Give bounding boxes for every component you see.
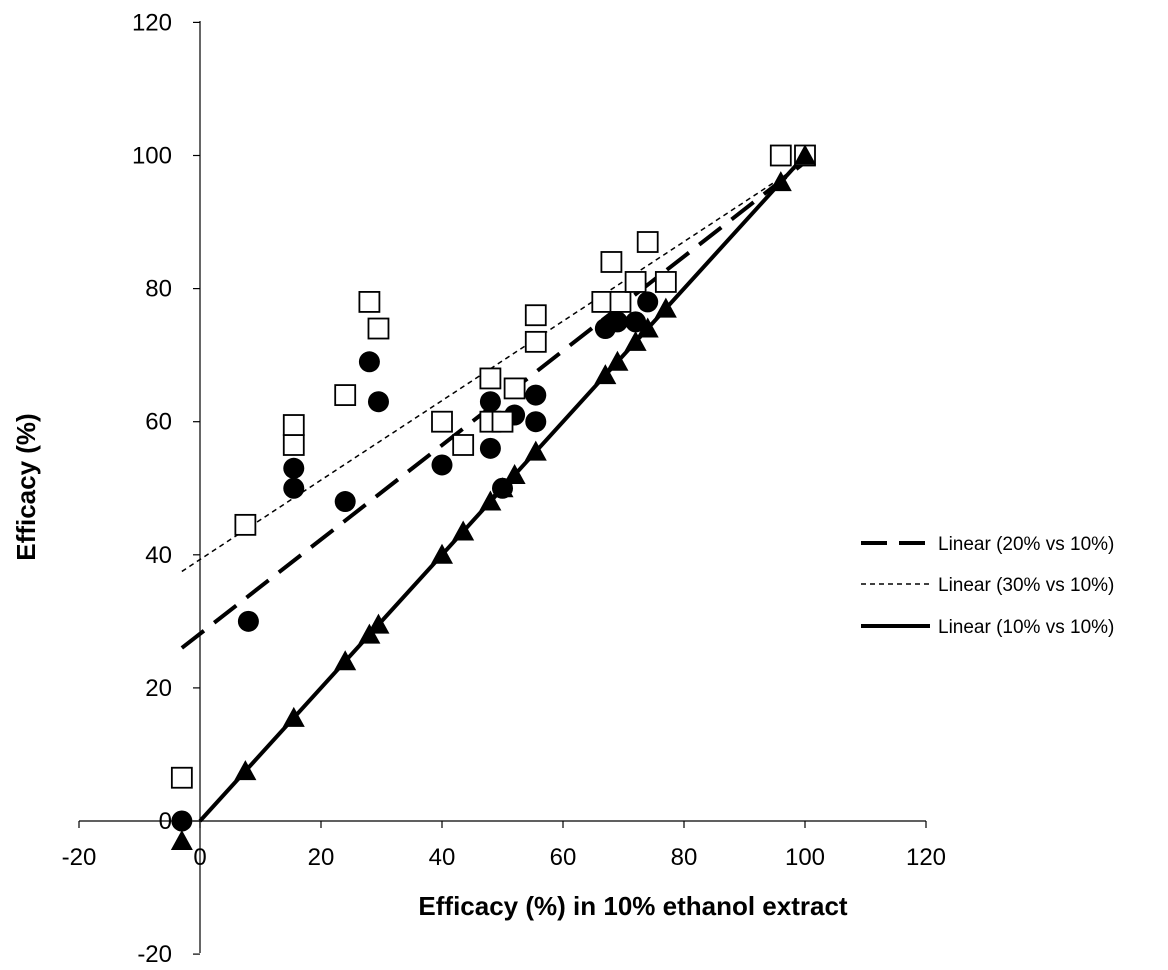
square-point <box>503 377 526 400</box>
x-tick-label: 20 <box>308 844 335 871</box>
square-point <box>524 330 547 353</box>
circle-point <box>283 477 305 499</box>
axes: -20 0 20 40 60 80 100 120 -20 0 20 40 60 80 100 120 <box>62 9 946 968</box>
circle-point <box>637 291 659 313</box>
square-point <box>282 414 305 436</box>
circle-point <box>358 351 380 373</box>
circle-point <box>606 311 628 333</box>
x-tick-label: 40 <box>429 844 456 871</box>
square-point <box>452 434 475 456</box>
circle-point <box>625 311 647 333</box>
triangle-point <box>594 364 617 385</box>
x-tick-label: 80 <box>671 844 698 871</box>
square-point <box>334 384 357 406</box>
square-point <box>170 766 193 789</box>
legend-label: Linear (10% vs 10%) <box>938 617 1114 638</box>
circle-point <box>525 411 547 433</box>
square-point <box>282 434 305 456</box>
triangle-point <box>606 350 629 371</box>
square-point <box>600 251 623 273</box>
circle-point <box>479 391 501 413</box>
y-tick-label: 100 <box>132 143 172 170</box>
square-point <box>234 513 257 536</box>
circle-point <box>171 810 193 832</box>
triangle-point <box>431 543 453 564</box>
triangle-point <box>654 297 677 318</box>
triangle-point <box>491 477 514 498</box>
circle-point <box>525 384 547 406</box>
square-point <box>636 231 659 253</box>
triangle-point <box>479 490 502 511</box>
square-point <box>367 317 390 340</box>
triangle-point <box>636 317 659 338</box>
triangle-point <box>769 171 792 192</box>
square-point <box>431 410 453 433</box>
y-tick-label: 0 <box>159 808 172 835</box>
triangle-point <box>282 706 305 727</box>
circle-point <box>237 610 259 632</box>
square-point <box>479 367 502 390</box>
square-point <box>591 291 614 313</box>
x-tick-label: 120 <box>906 844 946 871</box>
triangle-point <box>624 330 647 351</box>
circle-point <box>334 491 356 513</box>
square-point <box>624 271 647 293</box>
triangle-point <box>170 829 193 850</box>
triangle-point <box>452 520 475 541</box>
square-point <box>524 304 547 327</box>
square-point <box>609 291 632 313</box>
x-axis-title: Efficacy (%) in 10% ethanol extract <box>418 891 847 921</box>
triangle-point <box>794 144 816 165</box>
trendline-short-dash <box>181 161 806 573</box>
data-points <box>170 144 816 850</box>
circle-point <box>479 437 501 459</box>
x-tick-label: -20 <box>62 844 97 871</box>
y-tick-label: -20 <box>137 941 172 968</box>
y-tick-label: 40 <box>145 542 172 569</box>
square-point <box>358 291 381 313</box>
circle-point <box>367 391 389 413</box>
triangle-point <box>524 440 547 461</box>
triangle-point <box>334 650 357 671</box>
legend-label: Linear (30% vs 10%) <box>938 575 1114 596</box>
square-point <box>769 144 792 167</box>
triangle-point <box>234 760 257 781</box>
y-tick-label: 80 <box>145 276 172 303</box>
circle-point <box>283 457 305 479</box>
x-tick-label: 100 <box>785 844 825 871</box>
square-point <box>654 271 677 293</box>
square-point <box>491 410 514 433</box>
y-tick-label: 20 <box>145 675 172 702</box>
triangle-point <box>503 463 526 484</box>
y-tick-label: 60 <box>145 409 172 436</box>
circle-point <box>431 454 453 476</box>
x-tick-label: 60 <box>550 844 577 871</box>
triangle-point <box>367 613 390 634</box>
legend: Linear (20% vs 10%) Linear (30% vs 10%) Li… <box>861 534 1114 638</box>
legend-label: Linear (20% vs 10%) <box>938 534 1114 555</box>
y-axis-title: Efficacy (%) <box>11 413 41 560</box>
y-tick-label: 120 <box>132 9 172 36</box>
x-tick-label: 0 <box>193 844 206 871</box>
